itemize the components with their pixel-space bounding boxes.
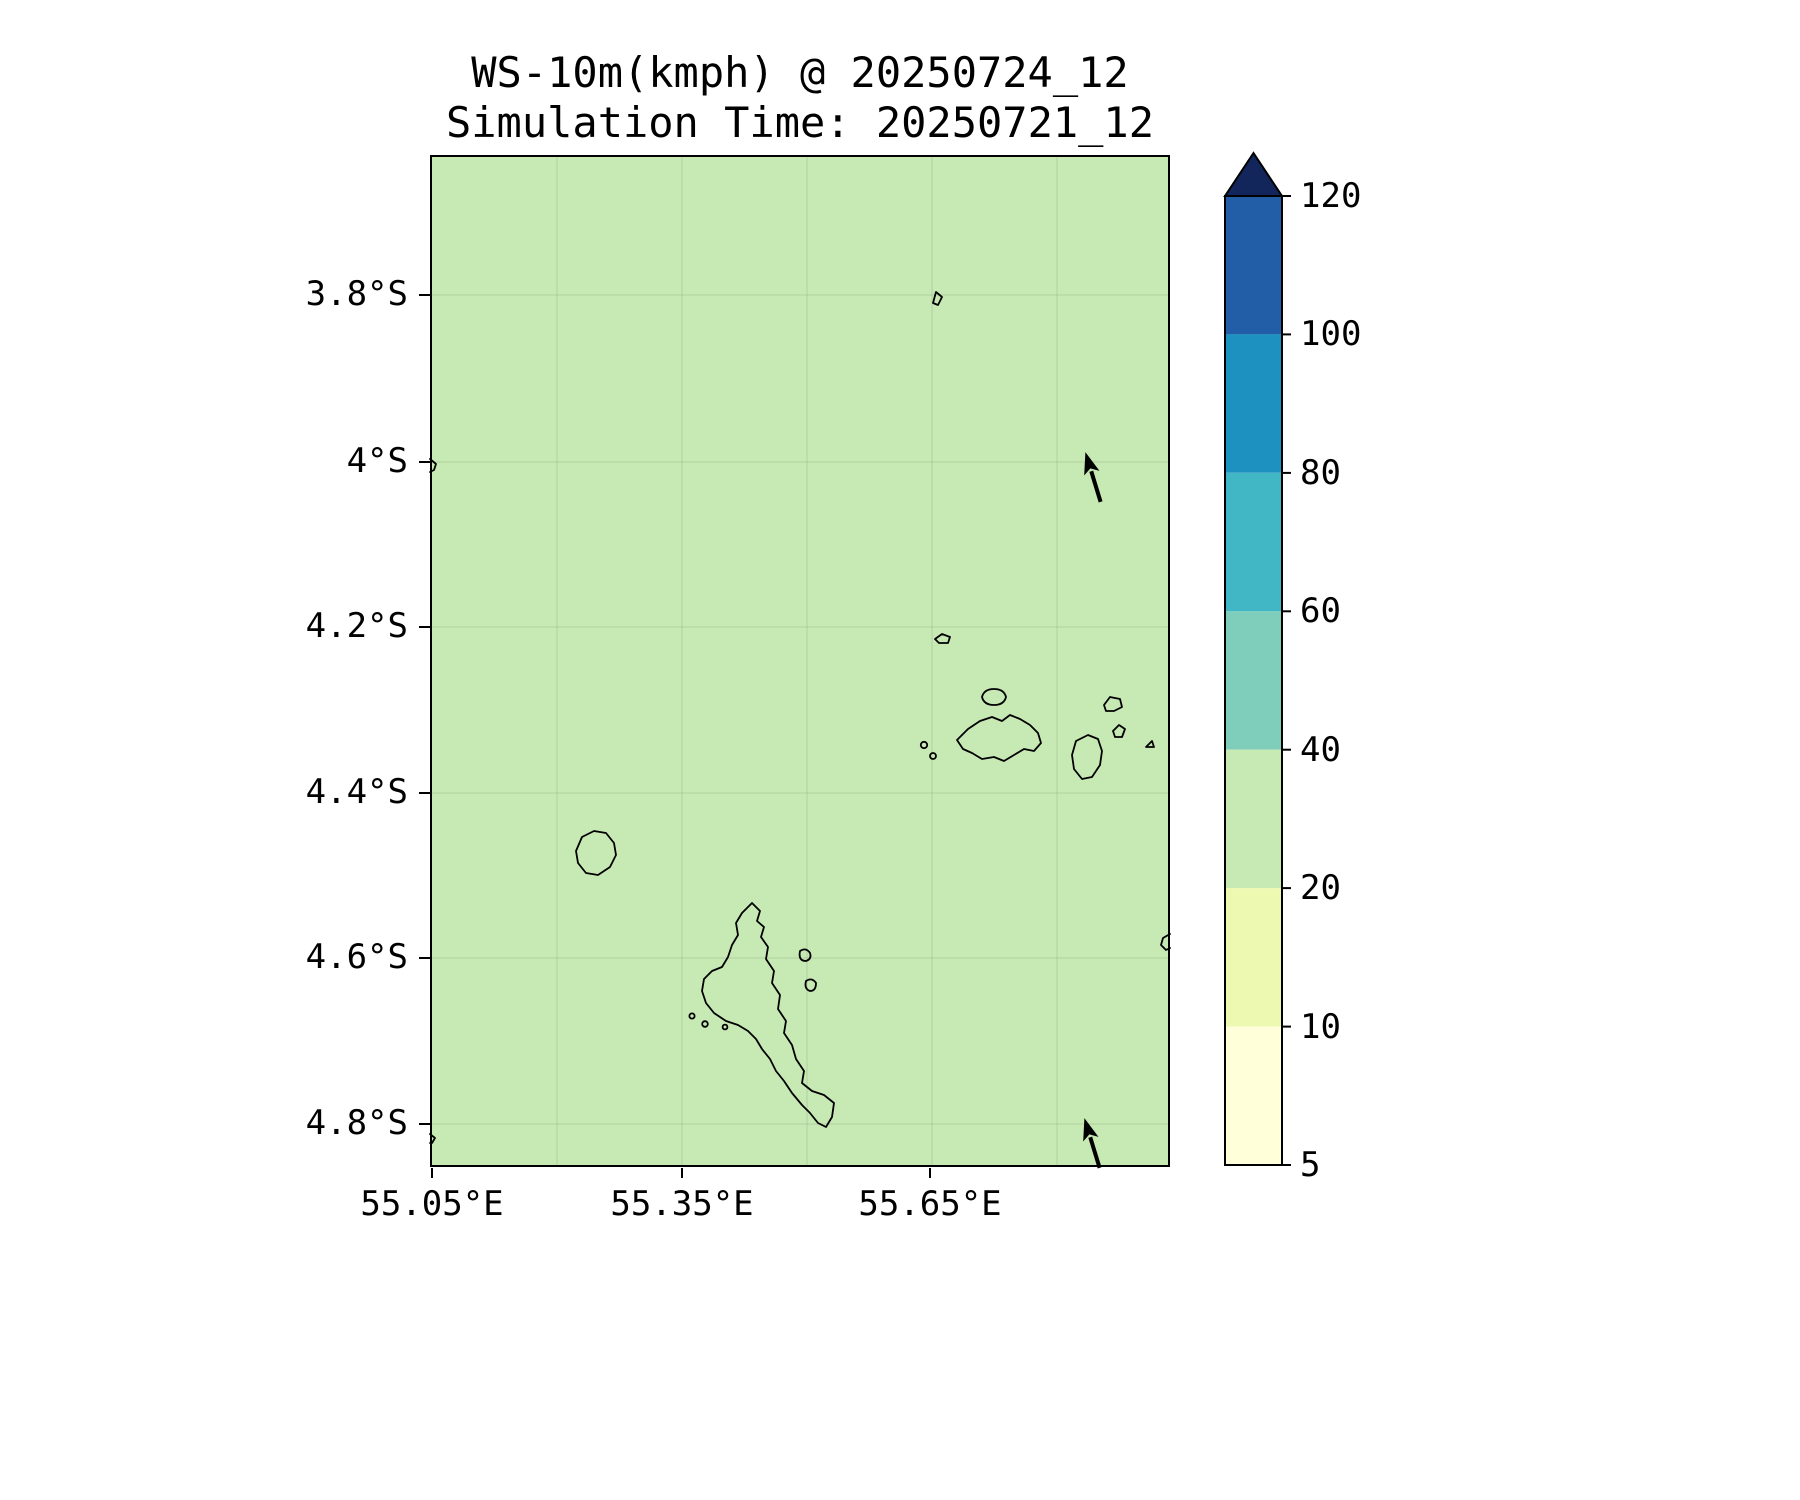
y-axis-tick — [419, 294, 430, 296]
colorbar-tick-label: 60 — [1300, 591, 1341, 632]
colorbar-tick-label: 10 — [1300, 1006, 1341, 1047]
colorbar-ticks — [1282, 195, 1291, 1166]
wind-arrow-lower — [1083, 1118, 1102, 1169]
colorbar-segment — [1225, 1026, 1282, 1165]
coastline-islet-fareast-2 — [1112, 724, 1126, 738]
coastline-island-east-large — [956, 714, 1042, 762]
coastline-right-edge — [1160, 933, 1171, 951]
y-tick-label: 4°S — [346, 441, 408, 482]
x-tick-label: 55.05°E — [360, 1184, 504, 1224]
chart-subtitle: Simulation Time: 20250721_12 — [445, 98, 1154, 147]
coastline-island-east-round — [1071, 734, 1103, 780]
coastline-island-west-round — [575, 830, 617, 876]
plot-border — [430, 155, 1170, 1167]
y-tick-label: 3.8°S — [305, 274, 408, 315]
colorbar-extend-triangle — [1223, 151, 1284, 197]
coastline-islet-dot-4 — [701, 1020, 709, 1028]
colorbar-svg — [1223, 151, 1291, 1166]
coastline-islet-mid — [934, 633, 951, 644]
graticule-gridlines — [430, 155, 1170, 1167]
colorbar-tick-label: 20 — [1300, 868, 1341, 909]
y-axis-tick — [419, 461, 430, 463]
wind-field-fill — [430, 155, 1170, 1167]
colorbar-segment — [1225, 611, 1282, 750]
y-tick-label: 4.8°S — [305, 1103, 408, 1144]
wind-arrow-upper — [1084, 452, 1103, 503]
y-axis-tick — [419, 626, 430, 628]
colorbar — [1223, 151, 1295, 1172]
y-axis-tick — [419, 1123, 430, 1125]
colorbar-segment — [1225, 749, 1282, 889]
y-tick-label: 4.6°S — [305, 937, 408, 978]
colorbar-segment — [1225, 472, 1282, 612]
colorbar-tick-label: 5 — [1300, 1145, 1321, 1185]
y-axis-tick — [419, 957, 430, 959]
x-axis-tick — [681, 1168, 683, 1178]
coastline-islet-s2 — [804, 978, 817, 992]
coastline-islet-ne — [981, 688, 1007, 706]
colorbar-tick-label: 120 — [1300, 176, 1362, 216]
colorbar-tick-label: 80 — [1300, 452, 1341, 493]
coastline-islet-dot-2 — [929, 752, 937, 760]
coastline-islet-dot-1 — [919, 740, 929, 750]
map-plot-area — [429, 155, 1171, 1169]
coastline-islet-fareast-1 — [1103, 696, 1123, 712]
x-axis-tick — [431, 1168, 433, 1178]
colorbar-segment — [1225, 196, 1282, 335]
colorbar-border — [1224, 195, 1283, 1166]
colorbar-tick-label: 100 — [1300, 314, 1362, 355]
coastline-islet-s1 — [798, 948, 812, 962]
colorbar-tick-label: 40 — [1300, 729, 1341, 770]
x-axis-tick — [929, 1168, 931, 1178]
x-tick-label: 55.65°E — [858, 1184, 1002, 1224]
colorbar-segment — [1225, 888, 1282, 1027]
x-tick-label: 55.35°E — [610, 1184, 754, 1224]
coastline-island-south-large — [701, 902, 835, 1128]
y-tick-label: 4.2°S — [305, 606, 408, 647]
y-tick-label: 4.4°S — [305, 772, 408, 813]
chart-title: WS-10m(kmph) @ 20250724_12 — [471, 48, 1129, 97]
map-svg — [429, 155, 1171, 1169]
colorbar-segment — [1225, 334, 1282, 473]
y-axis-tick — [419, 792, 430, 794]
coastline-islet-fareast-3 — [1145, 740, 1155, 748]
coastline-islet-dot-5 — [721, 1023, 729, 1031]
coastline-islet-north — [932, 291, 943, 306]
coastline-outlines — [429, 291, 1171, 1144]
coastline-islet-dot-3 — [688, 1012, 696, 1020]
